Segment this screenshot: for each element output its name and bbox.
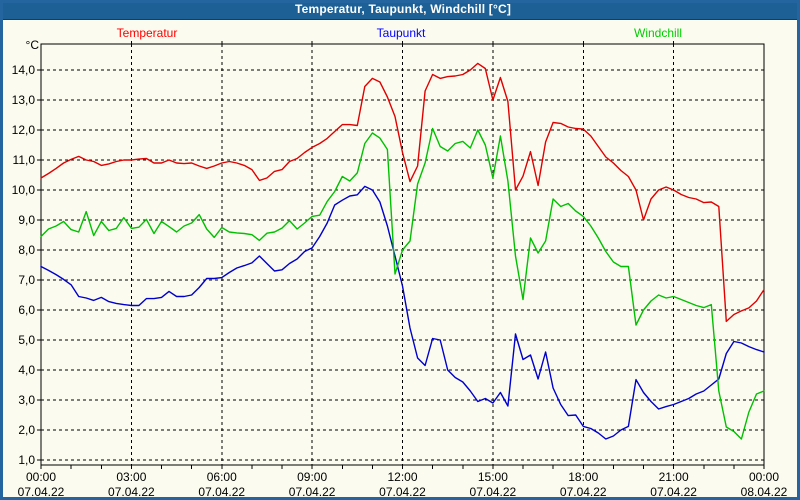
x-tick-date-label: 07.04.22 xyxy=(650,485,697,499)
x-tick-time-label: 09:00 xyxy=(297,470,327,484)
x-tick-date-label: 07.04.22 xyxy=(198,485,245,499)
series-line-windchill xyxy=(40,127,765,440)
x-tick-time-label: 03:00 xyxy=(116,470,146,484)
chart-plot: 14,0 13,0 12,0 11,0 10,0 9,0 8,0 7,0 6,0 5,0 4,0 3,… xyxy=(12,38,788,499)
x-tick-date-label: 07.04.22 xyxy=(289,485,336,499)
window-title: Temperatur, Taupunkt, Windchill [°C] xyxy=(294,2,512,16)
series-line-temperatur xyxy=(40,62,765,323)
x-tick-time-label: 06:00 xyxy=(207,470,237,484)
x-tick-time-label: 21:00 xyxy=(659,470,689,484)
y-tick-label: 14,0 xyxy=(12,63,36,77)
y-tick-label: 8,0 xyxy=(18,243,35,257)
series-line-taupunkt xyxy=(40,185,765,440)
x-tick-date-label: 07.04.22 xyxy=(18,485,65,499)
y-tick-label: 2,0 xyxy=(18,423,35,437)
window-title-bar: Temperatur, Taupunkt, Windchill [°C] xyxy=(3,2,797,20)
y-tick-label: 7,0 xyxy=(18,273,35,287)
legend-temperatur-label: Temperatur xyxy=(116,26,178,40)
y-tick-label: 11,0 xyxy=(13,153,36,167)
y-tick-label: 12,0 xyxy=(12,123,36,137)
legend-windchill: Windchill xyxy=(634,26,682,40)
x-tick-date-label: 07.04.22 xyxy=(560,485,607,499)
y-tick-label: 3,0 xyxy=(18,393,35,407)
x-tick-date-label: 08.04.22 xyxy=(741,485,788,499)
y-tick-label: 9,0 xyxy=(18,213,35,227)
x-tick-time-label: 12:00 xyxy=(387,470,417,484)
legend-temperatur: Temperatur xyxy=(117,26,178,40)
legend-taupunkt-label: Taupunkt xyxy=(376,26,426,40)
x-tick-time-label: 15:00 xyxy=(478,470,508,484)
y-tick-label: 4,0 xyxy=(18,363,35,377)
y-tick-label: 13,0 xyxy=(12,93,36,107)
x-tick-date-label: 07.04.22 xyxy=(470,485,517,499)
x-tick-date-label: 07.04.22 xyxy=(108,485,155,499)
x-tick-date-label: 07.04.22 xyxy=(379,485,426,499)
y-axis-unit-label: °C xyxy=(26,38,40,52)
legend-windchill-label: Windchill xyxy=(633,26,683,40)
plot-border xyxy=(40,43,765,466)
y-tick-label: 1,0 xyxy=(18,453,35,467)
legend-taupunkt: Taupunkt xyxy=(377,26,426,40)
x-tick-time-label: 00:00 xyxy=(26,470,56,484)
y-tick-label: 6,0 xyxy=(18,303,35,317)
y-tick-label: 5,0 xyxy=(18,333,35,347)
x-tick-time-label: 18:00 xyxy=(568,470,598,484)
y-tick-label: 10,0 xyxy=(12,183,36,197)
x-tick-time-label: 00:00 xyxy=(749,470,779,484)
